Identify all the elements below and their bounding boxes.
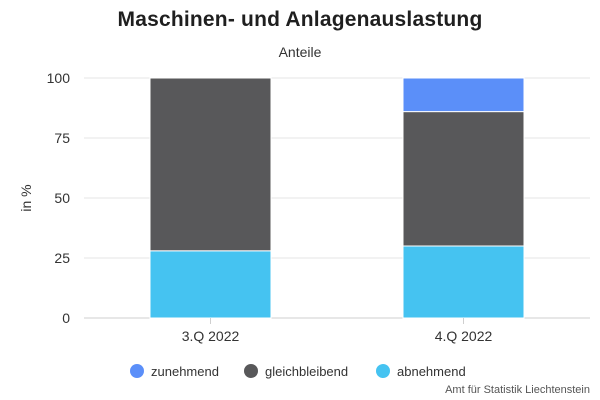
x-tick-label: 4.Q 2022	[435, 328, 493, 344]
source-credit: Amt für Statistik Liechtenstein	[445, 384, 590, 396]
chart-title: Maschinen- und Anlagenauslastung	[117, 8, 483, 31]
legend-label-abnehmend: abnehmend	[397, 364, 466, 379]
y-tick-label: 100	[47, 70, 71, 86]
legend-swatch-abnehmend	[376, 364, 390, 378]
legend-label-zunehmend: zunehmend	[151, 364, 219, 379]
y-tick-label: 0	[62, 310, 70, 326]
bar-segment-gleichbleibend-1	[149, 77, 272, 252]
bar-segment-abnehmend-2	[402, 245, 525, 319]
y-tick-label: 25	[54, 250, 70, 266]
x-tick-label: 3.Q 2022	[182, 328, 240, 344]
y-axis-title: in %	[18, 184, 34, 211]
y-tick-label: 50	[54, 190, 70, 206]
chart-subtitle: Anteile	[278, 44, 322, 60]
bar-segment-zunehmend-2	[402, 77, 525, 113]
bar-segment-gleichbleibend-2	[402, 111, 525, 247]
legend-swatch-zunehmend	[130, 364, 144, 378]
legend-label-gleichbleibend: gleichbleibend	[265, 364, 348, 379]
bar-segment-abnehmend-1	[149, 250, 272, 319]
legend-swatch-gleichbleibend	[244, 364, 258, 378]
y-tick-label: 75	[54, 130, 70, 146]
